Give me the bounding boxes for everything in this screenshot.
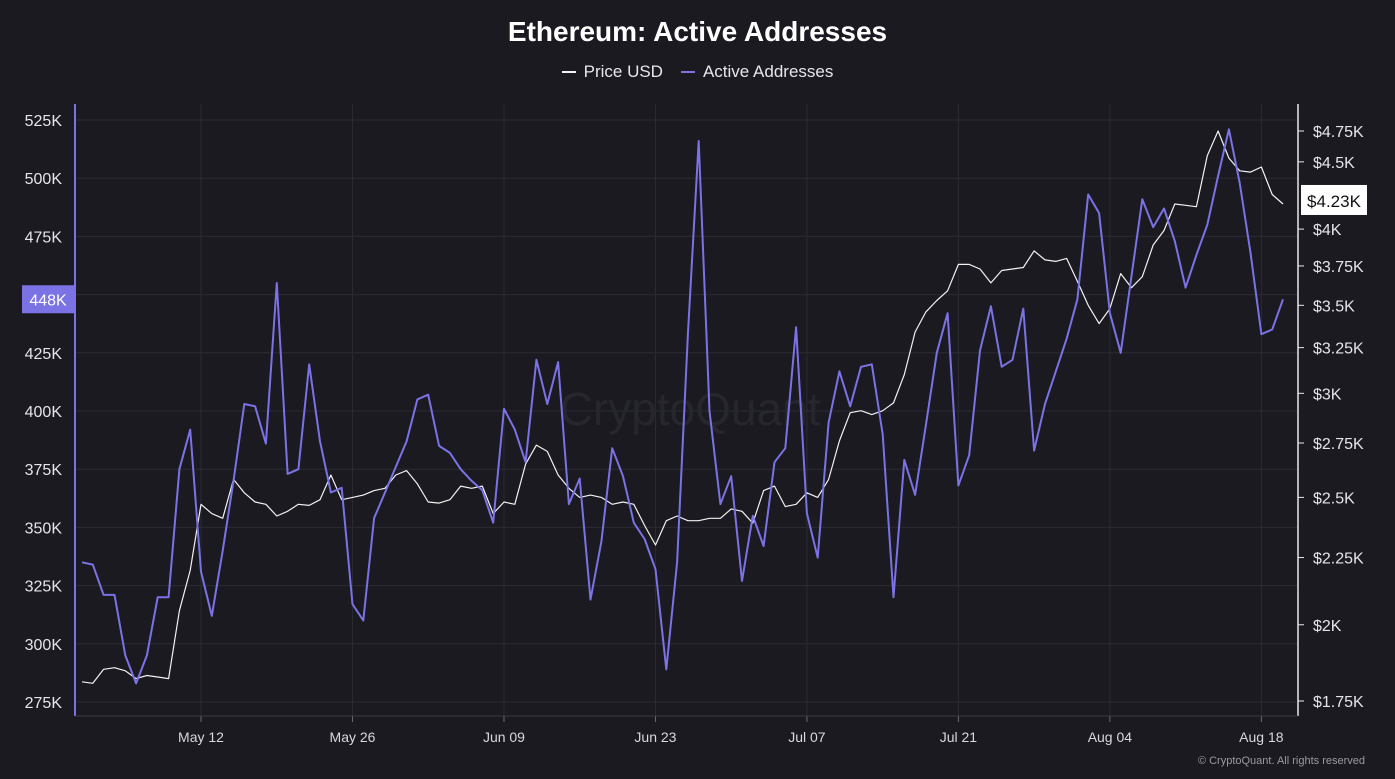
right-current-badge: [1301, 184, 1367, 215]
left-tick-label: 375K: [25, 462, 63, 479]
legend-item-price[interactable]: Price USD: [561, 62, 663, 82]
x-axis: May 12 May 26 Jun 09 Jun 23 Jul 07 Jul 21 Aug …: [75, 715, 1298, 745]
x-tick-label: Jul 21: [940, 729, 978, 745]
left-tick-label: 325K: [25, 579, 63, 596]
left-tick-label: 400K: [25, 404, 63, 421]
x-tick-label: May 12: [178, 729, 224, 745]
right-tick-label: $4.5K: [1313, 155, 1355, 172]
legend-swatch-price: [561, 71, 576, 73]
right-tick-label: $3K: [1313, 386, 1342, 403]
left-current-badge: [22, 285, 75, 314]
right-tick-label: $4.75K: [1313, 124, 1364, 141]
right-tick-label: $2.75K: [1313, 436, 1364, 453]
x-tick-label: Aug 18: [1239, 729, 1284, 745]
right-tick-label: $2.5K: [1313, 490, 1355, 507]
series-line-price: [81, 130, 1284, 684]
right-tick-label: $2K: [1313, 618, 1342, 635]
legend-label-price: Price USD: [583, 62, 663, 81]
x-tick-label: May 26: [330, 729, 376, 745]
right-tick-label: $3.25K: [1313, 341, 1364, 358]
right-tick-label: $2.25K: [1313, 551, 1364, 568]
x-tick-label: Aug 04: [1088, 729, 1133, 745]
right-tick-label: $3.75K: [1313, 259, 1364, 276]
x-tick-label: Jun 23: [634, 729, 676, 745]
right-tick-label: $1.75K: [1313, 694, 1364, 711]
value-badges: 448K $4.23K: [22, 184, 1367, 314]
x-tick-label: Jun 09: [483, 729, 525, 745]
left-current-label: 448K: [29, 292, 67, 309]
watermark: CryptoQuant: [560, 383, 821, 435]
chart-title: Ethereum: Active Addresses: [507, 16, 888, 47]
right-axis: $1.75K $2K $2.25K $2.5K $2.75K $3K $3.25K $3.5K…: [1297, 104, 1364, 716]
left-tick-label: 350K: [25, 520, 63, 537]
legend-swatch-active-addresses: [680, 71, 695, 73]
left-tick-label: 300K: [25, 637, 63, 654]
legend-item-active-addresses[interactable]: Active Addresses: [680, 62, 834, 82]
right-tick-label: $3.5K: [1313, 298, 1355, 315]
legend-label-active-addresses: Active Addresses: [702, 62, 834, 81]
left-tick-label: 425K: [25, 346, 63, 363]
x-tick-label: Jul 07: [788, 729, 826, 745]
series-line-active-addresses: [81, 128, 1284, 685]
right-current-label: $4.23K: [1307, 192, 1362, 211]
left-tick-label: 500K: [25, 171, 63, 188]
legend: Price USD Active Addresses: [0, 62, 1395, 82]
left-axis: 275K 300K 325K 350K 375K 400K 425K 475K 500K 525K: [25, 104, 76, 716]
copyright-notice: © CryptoQuant. All rights reserved: [1197, 755, 1365, 767]
left-tick-label: 525K: [25, 113, 63, 130]
left-tick-label: 475K: [25, 229, 63, 246]
right-tick-label: $4K: [1313, 222, 1342, 239]
left-tick-label: 275K: [25, 695, 63, 712]
series-layer: [81, 128, 1284, 685]
